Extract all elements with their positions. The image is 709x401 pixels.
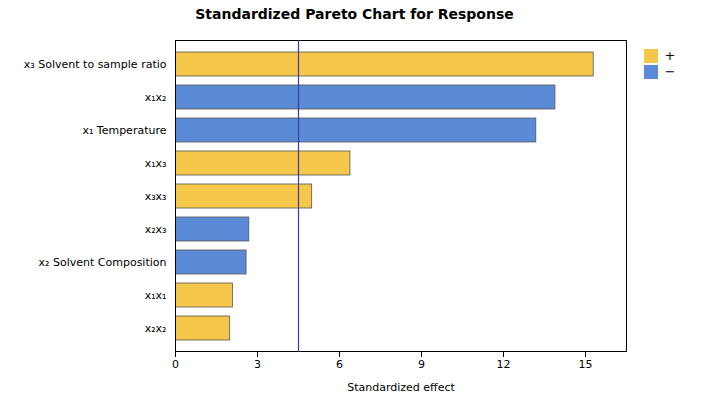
svg-text:x₃x₃: x₃x₃ xyxy=(145,190,167,203)
svg-text:x₂x₂: x₂x₂ xyxy=(145,322,167,335)
svg-text:12: 12 xyxy=(497,358,511,371)
svg-text:x₁x₁: x₁x₁ xyxy=(145,289,167,302)
svg-text:0: 0 xyxy=(172,358,179,371)
svg-text:x₂x₃: x₂x₃ xyxy=(145,223,167,236)
svg-text:x₁x₃: x₁x₃ xyxy=(145,157,167,170)
svg-text:x₁ Temperature: x₁ Temperature xyxy=(82,124,166,137)
svg-text:Standardized effect: Standardized effect xyxy=(347,381,455,394)
html-text:Standardized Pareto Chart for: Standardized Pareto Chart for Response xyxy=(195,6,514,22)
svg-text:6: 6 xyxy=(336,358,343,371)
svg-text:x₂ Solvent Composition: x₂ Solvent Composition xyxy=(39,256,167,269)
svg-text:15: 15 xyxy=(579,358,593,371)
svg-text:x₁x₂: x₁x₂ xyxy=(145,91,167,104)
svg-text:9: 9 xyxy=(418,358,425,371)
svg-text:x₃ Solvent to sample ratio: x₃ Solvent to sample ratio xyxy=(24,58,167,71)
svg-text:3: 3 xyxy=(254,358,261,371)
